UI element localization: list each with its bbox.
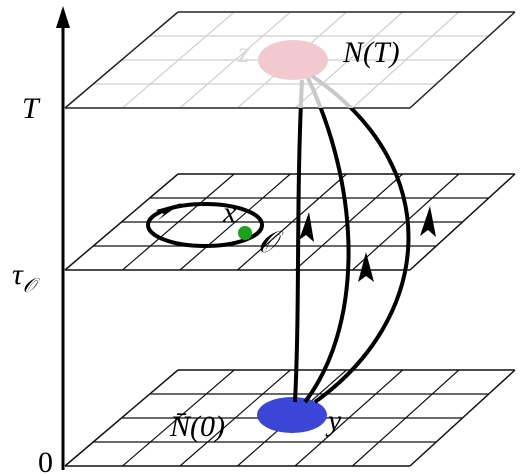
axis-arrow: [56, 6, 70, 28]
label-zero: 0: [38, 446, 53, 474]
label-y: y: [325, 404, 342, 437]
trajectory: [313, 108, 411, 404]
target-set: [258, 40, 328, 80]
label-orbit: 𝒪: [258, 226, 284, 259]
plane-edge: [64, 369, 179, 467]
label-x: x: [222, 196, 237, 229]
label-N0: N̄(0): [169, 410, 225, 443]
point-x: [238, 226, 252, 240]
label-tau: τ𝒪: [12, 258, 41, 297]
trajectory: [303, 108, 351, 404]
initial-set: [257, 397, 327, 433]
arrowhead: [299, 212, 314, 242]
plane-edge: [64, 11, 179, 109]
trajectories: [293, 74, 411, 404]
tau: τ: [12, 258, 24, 291]
plane-edge: [409, 369, 516, 467]
tau-sub: 𝒪: [23, 275, 41, 297]
plane-edge: [64, 173, 179, 271]
label-NT: N(T): [342, 36, 400, 69]
orbit-arrow: [156, 203, 182, 220]
trajectory: [293, 108, 303, 403]
plane-edge: [409, 173, 516, 271]
arrowhead: [358, 252, 374, 282]
arrowhead: [420, 206, 436, 237]
label-T: T: [22, 92, 41, 125]
orbit: [146, 202, 264, 248]
plane-edge: [409, 11, 516, 109]
label-z: z: [237, 36, 250, 69]
